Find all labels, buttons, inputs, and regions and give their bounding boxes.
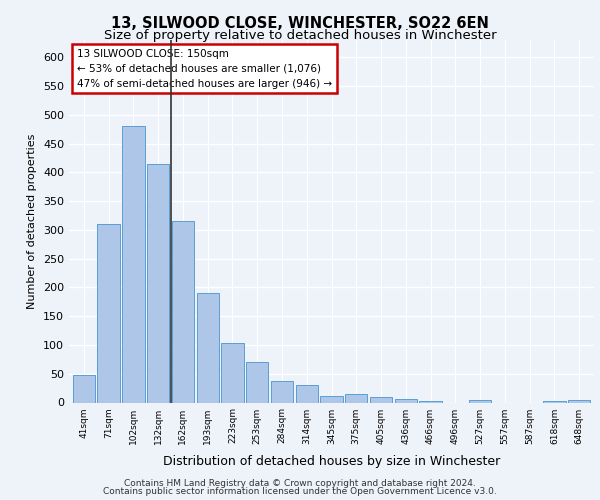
Bar: [419, 401, 442, 402]
Bar: [296, 384, 318, 402]
Text: Size of property relative to detached houses in Winchester: Size of property relative to detached ho…: [104, 29, 496, 42]
Bar: [320, 396, 343, 402]
Text: Contains HM Land Registry data © Crown copyright and database right 2024.: Contains HM Land Registry data © Crown c…: [124, 478, 476, 488]
Bar: [246, 362, 268, 403]
Bar: [97, 224, 120, 402]
Bar: [395, 399, 417, 402]
Bar: [543, 401, 566, 402]
Bar: [122, 126, 145, 402]
Bar: [469, 400, 491, 402]
Bar: [172, 221, 194, 402]
Bar: [568, 400, 590, 402]
Bar: [370, 398, 392, 402]
Y-axis label: Number of detached properties: Number of detached properties: [28, 134, 37, 309]
Text: 13 SILWOOD CLOSE: 150sqm
← 53% of detached houses are smaller (1,076)
47% of sem: 13 SILWOOD CLOSE: 150sqm ← 53% of detach…: [77, 49, 332, 88]
Text: Contains public sector information licensed under the Open Government Licence v3: Contains public sector information licen…: [103, 487, 497, 496]
Bar: [221, 342, 244, 402]
Bar: [147, 164, 169, 402]
Bar: [73, 376, 95, 402]
Text: 13, SILWOOD CLOSE, WINCHESTER, SO22 6EN: 13, SILWOOD CLOSE, WINCHESTER, SO22 6EN: [111, 16, 489, 31]
X-axis label: Distribution of detached houses by size in Winchester: Distribution of detached houses by size …: [163, 455, 500, 468]
Bar: [345, 394, 367, 402]
Bar: [197, 292, 219, 403]
Bar: [271, 380, 293, 402]
